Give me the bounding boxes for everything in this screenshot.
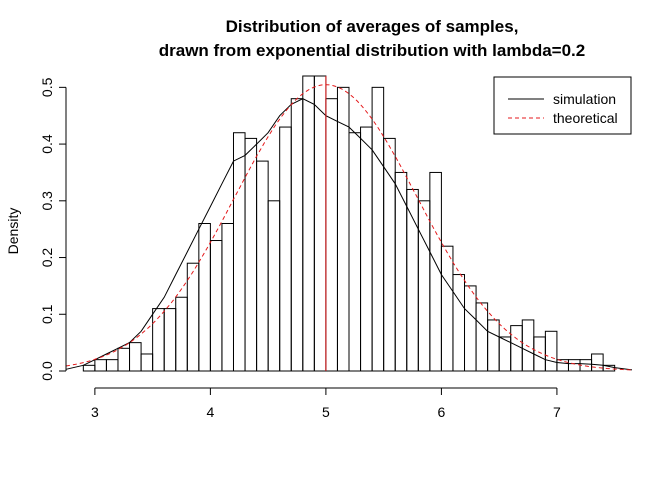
y-tick-label: 0.4: [39, 134, 55, 154]
histogram-bar: [302, 75, 315, 372]
x-axis: 3 4 5 6 7: [91, 387, 561, 420]
histogram-bar: [510, 325, 523, 372]
histogram-bar: [279, 126, 292, 372]
histogram-bar: [256, 160, 269, 372]
histogram-bar: [82, 364, 96, 372]
histogram-bar: [325, 98, 338, 372]
histogram-bar: [533, 336, 546, 372]
y-tick-label: 0.3: [39, 191, 55, 211]
density-curves: [65, 84, 633, 371]
histogram-bar: [336, 86, 350, 372]
histogram-bar: [371, 86, 385, 372]
histogram-bar: [117, 347, 131, 372]
histogram-bar: [417, 200, 431, 372]
histogram-bar: [94, 359, 107, 372]
legend-simulation-label: simulation: [553, 91, 616, 107]
y-tick-label: 0.1: [39, 304, 55, 324]
histogram-bar: [198, 223, 211, 372]
simulation-curve: [65, 98, 633, 371]
y-tick-label: 0.5: [39, 77, 55, 97]
histogram-bar: [475, 302, 489, 372]
histogram-bar: [487, 319, 500, 372]
histogram-bar: [186, 262, 200, 372]
histogram-bar: [383, 137, 396, 372]
y-tick-label: 0.2: [39, 248, 55, 268]
x-tick-label: 5: [322, 404, 330, 420]
histogram-bar: [105, 359, 119, 372]
histogram-bar: [209, 240, 223, 372]
x-tick-label: 4: [206, 404, 214, 420]
histogram-bar: [221, 223, 234, 372]
histogram-bar: [602, 364, 616, 372]
histogram-bar: [521, 319, 535, 372]
y-axis-label: Density: [5, 208, 21, 255]
histogram-bar: [360, 126, 373, 372]
chart-title-line1: Distribution of averages of samples,: [226, 17, 519, 36]
histogram-bar: [567, 359, 581, 372]
histogram-bar: [464, 285, 477, 372]
histogram-bar: [544, 330, 558, 372]
histogram-bar: [556, 359, 569, 372]
histogram-bar: [591, 353, 604, 372]
histogram-bar: [348, 132, 362, 372]
x-tick-label: 7: [553, 404, 561, 420]
legend-theoretical-label: theoretical: [553, 110, 618, 126]
histogram-bar: [129, 342, 142, 372]
x-tick-label: 3: [91, 404, 99, 420]
histogram-bar: [290, 98, 304, 372]
histogram-bar: [313, 75, 327, 372]
histogram-bar: [440, 245, 454, 372]
legend-box: [493, 76, 632, 135]
chart-title-line2: drawn from exponential distribution with…: [159, 41, 585, 60]
histogram-bar: [232, 132, 246, 372]
histogram-bars: [82, 75, 616, 372]
histogram-bar: [163, 308, 177, 372]
x-tick-label: 6: [438, 404, 446, 420]
histogram-bar: [452, 274, 466, 372]
histogram-bar: [267, 200, 281, 372]
histogram-bar: [140, 353, 154, 372]
y-tick-label: 0.0: [39, 361, 55, 381]
legend: simulation theoretical: [493, 76, 632, 135]
y-axis: 0.0 0.1 0.2 0.3 0.4 0.5: [39, 77, 67, 381]
histogram-bar: [406, 188, 419, 372]
histogram-bar: [175, 296, 188, 372]
